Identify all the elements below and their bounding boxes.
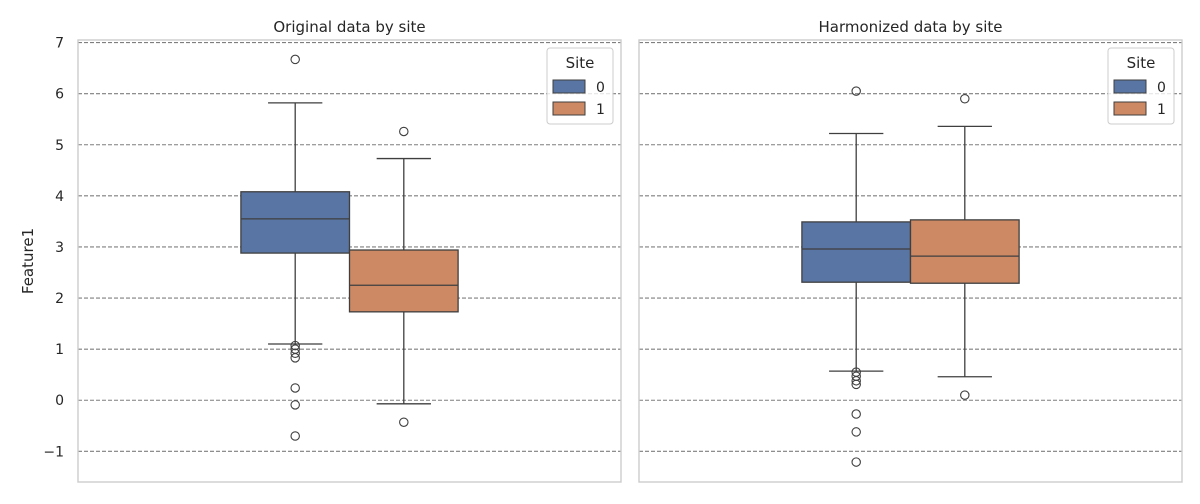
y-tick-label: 7 — [55, 36, 64, 52]
chart-title: Harmonized data by site — [818, 18, 1002, 36]
outlier-point — [851, 379, 861, 390]
box-iqr — [909, 219, 1020, 284]
box-iqr — [801, 221, 912, 283]
outlier-point — [960, 390, 970, 400]
outlier-point — [399, 126, 409, 137]
legend-title: Site — [1127, 54, 1156, 72]
y-tick-label: 1 — [55, 342, 64, 358]
outlier-point — [290, 54, 300, 65]
plot-frame — [77, 39, 622, 483]
legend-swatch — [1113, 101, 1147, 116]
outlier-point — [851, 457, 861, 467]
chart-title: Original data by site — [273, 18, 425, 36]
box-series-1 — [909, 94, 1020, 400]
box-series-0 — [240, 54, 351, 441]
outlier-point — [399, 417, 409, 427]
outlier-point — [290, 353, 300, 363]
y-tick-label: 6 — [55, 87, 64, 103]
outlier-point — [851, 86, 861, 96]
y-tick-label: 2 — [55, 291, 64, 307]
legend-swatch — [552, 101, 586, 116]
legend-swatch — [552, 79, 586, 94]
y-tick-label: 4 — [55, 189, 64, 205]
outlier-point — [290, 348, 300, 358]
legend-label: 0 — [596, 80, 605, 96]
legend-label: 1 — [1157, 102, 1166, 118]
outlier-point — [290, 340, 300, 351]
y-tick-label: 0 — [55, 393, 64, 409]
legend-label: 1 — [596, 102, 605, 118]
y-tick-label: 3 — [55, 240, 64, 256]
outlier-point — [851, 427, 861, 437]
outlier-point — [851, 376, 861, 386]
box-iqr — [240, 191, 351, 254]
legend-title: Site — [566, 54, 595, 72]
plot-frame — [638, 39, 1183, 483]
box-series-1 — [348, 126, 459, 427]
y-tick-label: −1 — [43, 444, 64, 460]
legend-swatch — [1113, 79, 1147, 94]
outlier-point — [290, 383, 300, 393]
legend-label: 0 — [1157, 80, 1166, 96]
outlier-point — [290, 400, 300, 410]
outlier-point — [960, 94, 970, 104]
panel-0: −1 0 1 2 3 4 5 6 7 Original data by site Feature1 S… — [19, 18, 622, 483]
outlier-point — [851, 409, 861, 419]
box-iqr — [348, 249, 459, 313]
y-tick-label: 5 — [55, 138, 64, 154]
y-axis-label: Feature1 — [19, 228, 37, 294]
outlier-point — [290, 431, 300, 441]
box-series-0 — [801, 86, 912, 467]
